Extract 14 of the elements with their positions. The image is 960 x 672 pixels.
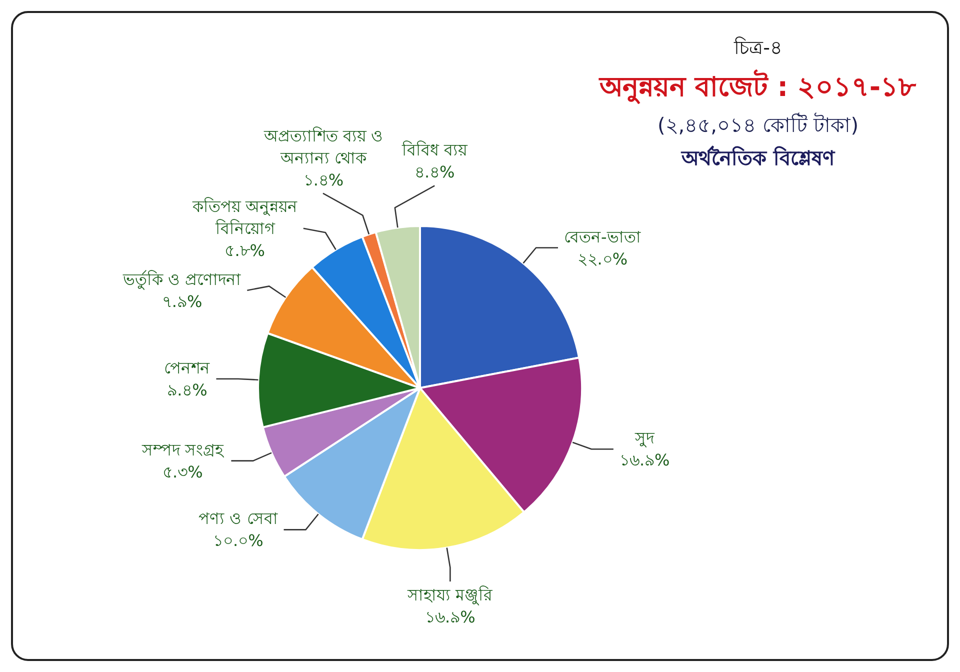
title: অনুন্নয়ন বাজেট : ২০১৭-১৮ [599, 72, 917, 103]
slice-label: পণ্য ও সেবা ১০.০% [198, 509, 278, 550]
annotation: চিত্র-৪ [734, 37, 782, 59]
slice-label: বিবিধ ব্যয় ৪.৪% [402, 140, 468, 182]
slice-label: সুদ ১৬.৯% [619, 428, 670, 470]
slice-label: পেনশন ৯.৪% [164, 358, 210, 400]
subtitle: (২,৪৫,০১৪ কোটি টাকা) [657, 113, 859, 137]
slice-label: বেতন-ভাতা ২২.০% [564, 227, 641, 268]
slice-label: সাহায্য মঞ্জুরি ১৬.৯% [408, 585, 493, 626]
slice-label: কতিপয় অনুন্নয়ন বিনিয়োগ ৫.৮% [192, 196, 298, 260]
annotation: অর্থনৈতিক বিশ্লেষণ [682, 146, 834, 170]
slice-label: সম্পদ সংগ্রহ ৫.৩% [142, 440, 224, 482]
slice-label: ভর্তুকি ও প্রণোদনা ৭.৯% [122, 270, 242, 311]
slice-label: অপ্রত্যাশিত ব্যয় ও অন্যান্য থোক ১.৪% [264, 126, 384, 190]
